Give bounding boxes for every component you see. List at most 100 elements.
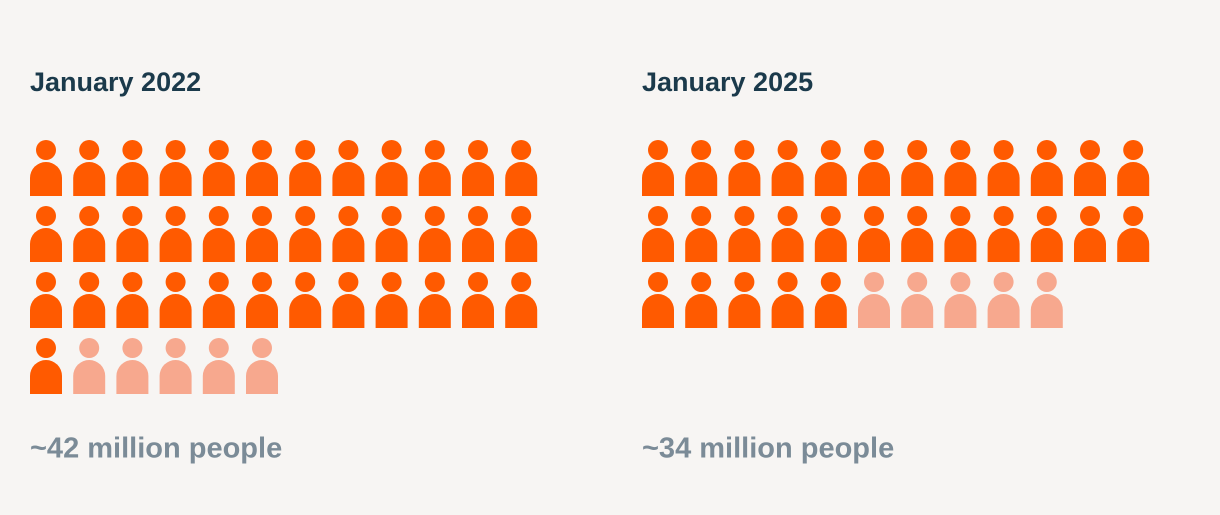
icon-head <box>122 272 143 292</box>
icon-body <box>116 162 149 196</box>
icon-body <box>116 228 149 262</box>
person-icon <box>246 206 278 262</box>
icon-body <box>289 294 322 328</box>
icon-head <box>79 272 100 292</box>
icon-head <box>122 338 143 358</box>
person-icon <box>332 206 365 262</box>
icon-head <box>208 140 229 160</box>
person-icon <box>202 338 235 394</box>
icon-head <box>36 206 56 226</box>
panel-title: January 2022 <box>30 67 201 97</box>
icon-body <box>73 228 106 262</box>
icon-body <box>30 162 62 196</box>
person-icon <box>30 272 62 328</box>
icon-body <box>202 294 235 328</box>
icon-body <box>159 294 192 328</box>
icon-head <box>648 206 668 226</box>
icon-body <box>202 228 235 262</box>
person-icon <box>375 140 408 196</box>
icon-head <box>79 140 100 160</box>
person-icon <box>771 140 804 196</box>
icon-head <box>295 140 316 160</box>
person-icon <box>375 272 408 328</box>
icon-body <box>73 294 106 328</box>
icon-head <box>511 140 532 160</box>
icon-head <box>79 206 100 226</box>
icon-head <box>691 140 712 160</box>
icon-head <box>1036 140 1057 160</box>
icon-head <box>252 140 272 160</box>
person-icon <box>901 140 934 196</box>
person-icon <box>202 272 235 328</box>
person-icon <box>289 206 322 262</box>
icon-body <box>814 162 847 196</box>
person-icon <box>728 140 761 196</box>
icon-head <box>734 206 755 226</box>
person-icon <box>1117 140 1150 196</box>
icon-body <box>858 228 890 262</box>
person-icon <box>944 272 977 328</box>
person-icon <box>505 140 538 196</box>
person-icon <box>685 206 718 262</box>
person-icon <box>1030 140 1063 196</box>
icon-head <box>424 272 445 292</box>
icon-body <box>418 294 451 328</box>
icon-head <box>295 206 316 226</box>
person-icon <box>73 140 106 196</box>
person-icon <box>987 206 1020 262</box>
icon-body <box>858 162 890 196</box>
person-icon <box>332 140 365 196</box>
icon-head <box>734 272 755 292</box>
icon-head <box>338 272 359 292</box>
icon-head <box>1036 272 1057 292</box>
person-icon <box>642 272 674 328</box>
icon-head <box>820 272 841 292</box>
person-icon <box>728 206 761 262</box>
icon-body <box>246 360 278 394</box>
icon-head <box>648 140 668 160</box>
icon-body <box>462 162 494 196</box>
icon-head <box>864 206 884 226</box>
icon-head <box>1123 140 1144 160</box>
person-icon <box>30 140 62 196</box>
icon-head <box>777 272 798 292</box>
icon-head <box>993 272 1014 292</box>
person-icon <box>159 272 192 328</box>
icon-body <box>771 294 804 328</box>
icon-body <box>1030 228 1063 262</box>
person-icon <box>1030 206 1063 262</box>
person-icon <box>202 206 235 262</box>
icon-body <box>1030 294 1063 328</box>
icon-head <box>36 338 56 358</box>
icon-body <box>73 162 106 196</box>
icon-head <box>691 206 712 226</box>
icon-body <box>505 294 538 328</box>
icon-body <box>462 294 494 328</box>
icon-body <box>505 228 538 262</box>
icon-head <box>950 272 971 292</box>
icon-body <box>289 162 322 196</box>
person-icon <box>858 206 890 262</box>
icon-head <box>907 272 928 292</box>
person-icon <box>116 140 149 196</box>
person-icon <box>462 272 494 328</box>
icon-head <box>381 140 402 160</box>
icon-head <box>511 206 532 226</box>
person-icon <box>814 206 847 262</box>
person-icon <box>771 272 804 328</box>
icon-head <box>122 140 143 160</box>
icon-head <box>511 272 532 292</box>
icon-head <box>1080 206 1100 226</box>
icon-body <box>1030 162 1063 196</box>
person-icon <box>987 140 1020 196</box>
panel-label: ~34 million people <box>642 433 894 465</box>
icon-body <box>987 228 1020 262</box>
icon-head <box>165 140 186 160</box>
icon-head <box>381 206 402 226</box>
person-icon <box>901 272 934 328</box>
icon-body <box>202 162 235 196</box>
icon-body <box>332 162 365 196</box>
icon-body <box>901 162 934 196</box>
icon-body <box>30 360 62 394</box>
icon-body <box>159 360 192 394</box>
